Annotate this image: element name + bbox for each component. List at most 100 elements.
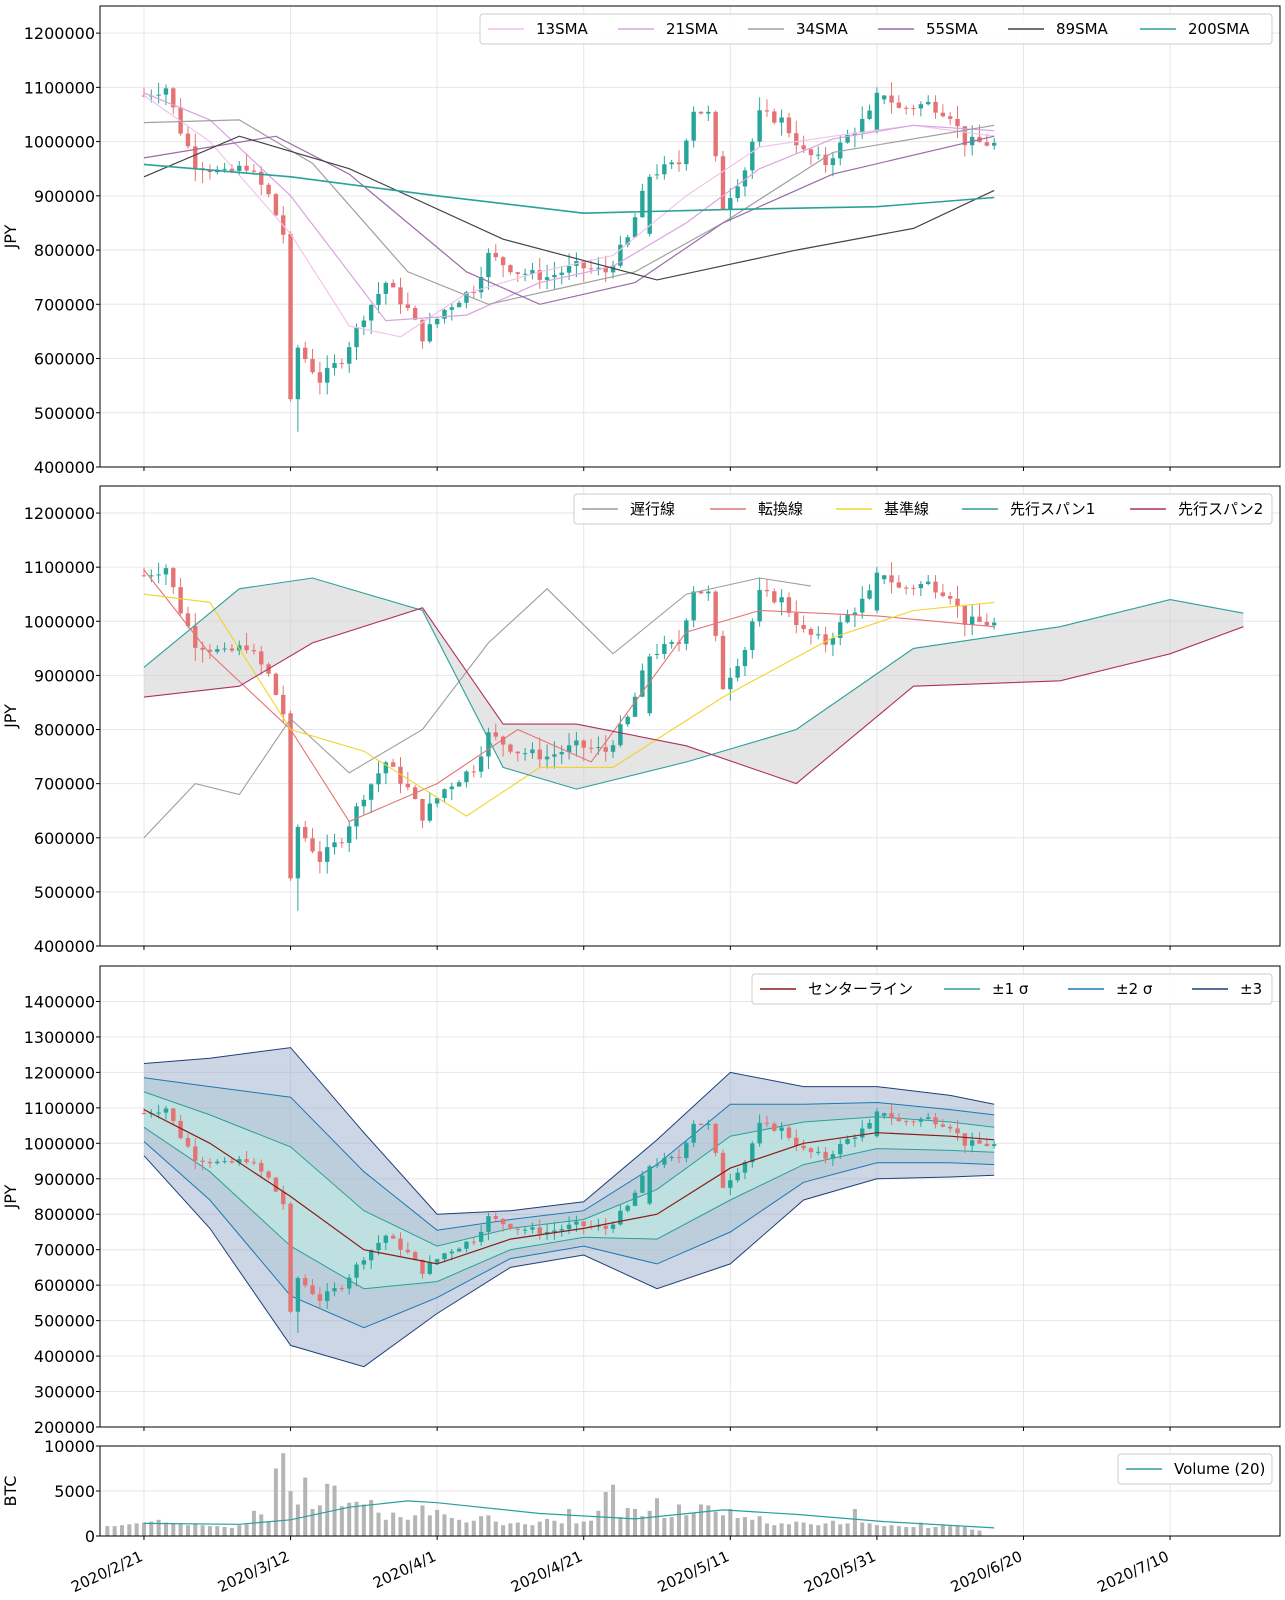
candle-body: [346, 347, 352, 364]
legend-entry: 13SMA: [536, 20, 589, 38]
candle-body: [816, 154, 821, 156]
candle-body: [405, 304, 411, 308]
candle-body: [808, 628, 814, 635]
candle-body: [669, 1156, 674, 1159]
candle-body: [207, 649, 213, 652]
y-tick-label: 800000: [34, 721, 95, 740]
candle-body: [596, 1225, 601, 1227]
band-1sigma-fill: [144, 1091, 995, 1289]
candle-body: [237, 165, 242, 171]
volume-bar: [647, 1510, 652, 1536]
volume-bar: [244, 1524, 249, 1536]
volume-bar: [926, 1527, 931, 1536]
candle-body: [237, 1159, 242, 1163]
y-tick-label: 600000: [34, 350, 95, 369]
volume-bar: [625, 1508, 630, 1536]
candle-body: [522, 753, 528, 755]
candle-body: [823, 1151, 828, 1159]
candle-body: [295, 347, 301, 400]
candle-body: [456, 302, 462, 308]
volume-bar: [706, 1505, 711, 1536]
candle-body: [434, 1259, 440, 1263]
band-3sigma-upper: [143, 1047, 995, 1215]
candle-body: [193, 1146, 198, 1161]
candle-body: [178, 1120, 183, 1139]
candle-body: [962, 126, 968, 146]
y-tick-label: 1000000: [24, 133, 95, 152]
candle-body: [713, 111, 718, 157]
y-tick-label: 900000: [34, 1170, 95, 1189]
candle-body: [449, 786, 454, 790]
candle-body: [874, 1111, 880, 1137]
candle-body: [706, 591, 711, 594]
candle-body: [515, 272, 520, 274]
candle-body: [156, 574, 161, 576]
y-tick-label: 1200000: [24, 504, 95, 523]
candle-body: [904, 107, 909, 109]
candle-body: [508, 265, 513, 273]
candle-body: [882, 1113, 887, 1116]
candle-body: [618, 1210, 623, 1225]
candle-body: [383, 282, 389, 294]
volume-bar: [735, 1518, 740, 1536]
candle-body: [786, 1127, 792, 1138]
candle-body: [317, 1294, 323, 1301]
candle-body: [354, 1264, 359, 1278]
candle-body: [830, 637, 836, 645]
y-tick-label: 700000: [34, 295, 95, 314]
volume-bar: [596, 1510, 601, 1536]
candle-body: [251, 170, 257, 172]
candle-body: [984, 142, 990, 146]
volume-bar: [728, 1509, 733, 1536]
candle-body: [552, 274, 557, 278]
candle-body: [838, 1143, 843, 1155]
volume-bar: [347, 1502, 352, 1536]
candle-body: [266, 184, 271, 195]
candle-body: [669, 642, 674, 644]
y-tick-label: 5000: [54, 1482, 95, 1501]
candle-body: [544, 277, 550, 280]
panels: 400000 500000 600000 700000 800000 900000 1000…: [1, 5, 1281, 1546]
candle-body: [625, 237, 630, 245]
volume-bar: [633, 1509, 638, 1536]
candle-body: [904, 1121, 909, 1123]
volume-bar: [178, 1524, 183, 1536]
candle-body: [493, 1216, 498, 1219]
candle-body: [149, 575, 154, 577]
candle-body: [772, 111, 777, 123]
volume-bar: [691, 1512, 696, 1536]
candle-body: [969, 1140, 975, 1146]
candle-body: [442, 1253, 447, 1260]
candle-body: [735, 1172, 740, 1181]
candle-body: [918, 104, 924, 109]
legend: Volume (20): [1117, 1453, 1273, 1485]
candle-body: [625, 716, 630, 725]
y-tick-label: 800000: [34, 1205, 95, 1224]
candle-body: [464, 292, 469, 303]
candle-body: [530, 270, 535, 274]
band-2sigma-upper: [143, 1077, 995, 1231]
candle-body: [273, 194, 279, 216]
volume-bar: [852, 1509, 857, 1536]
candle-body: [947, 595, 953, 599]
y-tick-label: 600000: [34, 829, 95, 848]
candle-body: [383, 1235, 389, 1243]
volume-bar: [486, 1515, 491, 1536]
candle-body: [933, 1117, 938, 1125]
volume-bar: [940, 1524, 945, 1536]
candle-body: [786, 597, 792, 613]
volume-bar: [215, 1526, 220, 1536]
candle-body: [163, 1108, 169, 1113]
candle-body: [332, 363, 337, 368]
legend: 13SMA 21SMA 34SMA 55SMA 89SMA 200SMA: [479, 13, 1273, 45]
candle-body: [200, 647, 205, 650]
volume-bar: [369, 1500, 374, 1536]
candle-body: [750, 621, 755, 651]
candle-body: [185, 613, 191, 627]
candle-body: [750, 141, 755, 171]
candle-body: [376, 293, 381, 305]
series-line-遅行線: [143, 577, 811, 839]
volume-bar: [640, 1516, 645, 1536]
y-axis-label: JPY: [1, 1184, 20, 1209]
candle-body: [918, 584, 924, 589]
